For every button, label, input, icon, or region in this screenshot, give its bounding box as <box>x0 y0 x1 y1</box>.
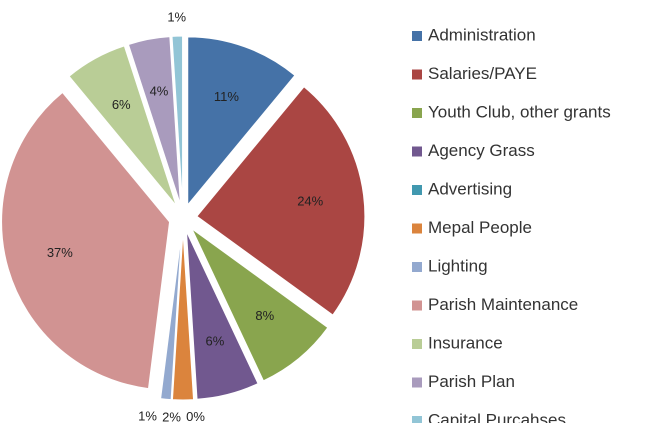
legend-label: Agency Grass <box>428 141 535 160</box>
data-label: 1% <box>138 409 157 423</box>
pie-slice <box>171 35 184 205</box>
data-label: 37% <box>47 245 73 260</box>
data-label: 2% <box>162 409 181 423</box>
legend-label: Youth Club, other grants <box>428 102 611 121</box>
legend-label: Salaries/PAYE <box>428 64 537 83</box>
legend-label: Insurance <box>428 333 503 352</box>
legend-swatch <box>412 339 422 349</box>
data-label: 4% <box>150 83 169 98</box>
legend-label: Administration <box>428 25 536 44</box>
legend-swatch <box>412 223 422 234</box>
legend-label: Mepal People <box>428 218 532 237</box>
legend-label: Capital Purcahses <box>428 410 566 423</box>
data-label: 1% <box>167 10 186 25</box>
pie-slice <box>196 86 366 316</box>
pie-slice <box>171 231 195 401</box>
legend-swatch <box>412 185 422 195</box>
data-label: 0% <box>186 409 205 423</box>
legend-label: Parish Plan <box>428 372 515 391</box>
legend-swatch <box>412 416 422 423</box>
legend-label: Lighting <box>428 256 488 275</box>
pie-slice <box>160 231 183 401</box>
legend-swatch <box>412 108 422 118</box>
legend-swatch <box>412 377 422 388</box>
data-label: 6% <box>112 97 131 112</box>
legend-label: Advertising <box>428 179 512 198</box>
legend-swatch <box>412 262 422 272</box>
pie-slice <box>127 36 181 205</box>
legend-label: Parish Maintenance <box>428 295 578 314</box>
legend-swatch <box>412 146 422 157</box>
data-label: 6% <box>205 334 224 349</box>
pie-slice <box>68 45 177 207</box>
pie-slice <box>191 228 329 382</box>
legend-swatch <box>412 300 422 311</box>
pie-slice <box>187 36 296 207</box>
legend-swatch <box>412 69 422 80</box>
legend-swatch <box>412 31 422 41</box>
data-label: 24% <box>297 193 323 208</box>
pie-slice <box>1 91 171 390</box>
data-label: 8% <box>255 308 274 323</box>
pie-slice <box>185 231 259 400</box>
data-label: 11% <box>214 89 239 104</box>
